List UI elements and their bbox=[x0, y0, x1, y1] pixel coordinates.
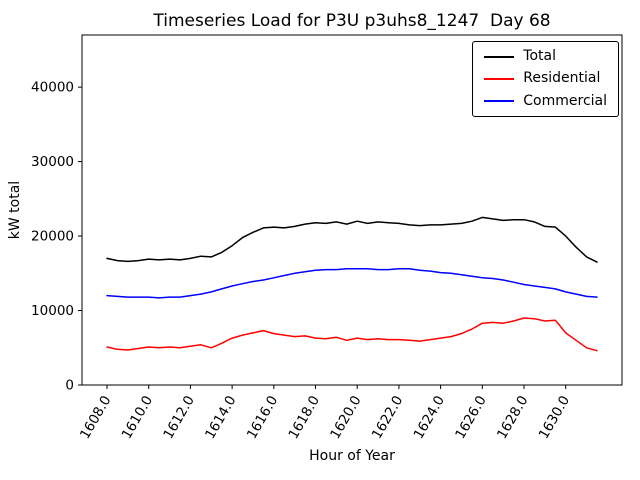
x-tick-label: 1614.0 bbox=[202, 393, 239, 442]
chart-title: Timeseries Load for P3U p3uhs8_1247 Day … bbox=[153, 11, 551, 31]
x-axis-label: Hour of Year bbox=[309, 448, 395, 464]
y-tick-label: 10000 bbox=[31, 303, 74, 319]
y-axis-label: kW total bbox=[7, 180, 23, 240]
y-tick-label: 40000 bbox=[31, 80, 74, 96]
x-tick-label: 1620.0 bbox=[327, 393, 364, 442]
x-tick-label: 1618.0 bbox=[285, 393, 322, 442]
y-tick-label: 30000 bbox=[31, 154, 74, 170]
line-series-commercial bbox=[106, 268, 598, 299]
legend-label-residential: Residential bbox=[523, 70, 601, 87]
x-tick-label: 1624.0 bbox=[411, 393, 448, 442]
x-tick-label: 1626.0 bbox=[452, 393, 489, 442]
legend-line-commercial-icon bbox=[484, 100, 515, 103]
x-tick-label: 1622.0 bbox=[369, 393, 406, 442]
legend-item-residential: Residential bbox=[484, 70, 607, 87]
legend-item-total: Total bbox=[484, 48, 607, 64]
x-tick-label: 1610.0 bbox=[119, 393, 156, 442]
line-series-total bbox=[106, 216, 598, 263]
x-tick-label: 1616.0 bbox=[244, 393, 281, 442]
x-tick-label: 1612.0 bbox=[160, 393, 197, 442]
legend-label-commercial: Commercial bbox=[523, 92, 607, 109]
y-tick-label: 0 bbox=[65, 378, 74, 394]
x-tick-label: 1628.0 bbox=[494, 393, 531, 442]
legend: Total Residential Commercial bbox=[472, 41, 619, 118]
legend-line-residential-icon bbox=[484, 78, 515, 81]
y-tick-label: 20000 bbox=[31, 229, 74, 245]
legend-label-total: Total bbox=[523, 48, 556, 64]
legend-item-commercial: Commercial bbox=[484, 92, 607, 109]
x-tick-label: 1608.0 bbox=[77, 393, 114, 442]
x-tick-label: 1630.0 bbox=[536, 393, 573, 442]
legend-line-total-icon bbox=[484, 55, 515, 58]
axes-frame bbox=[81, 34, 623, 386]
line-series-residential bbox=[106, 317, 598, 352]
